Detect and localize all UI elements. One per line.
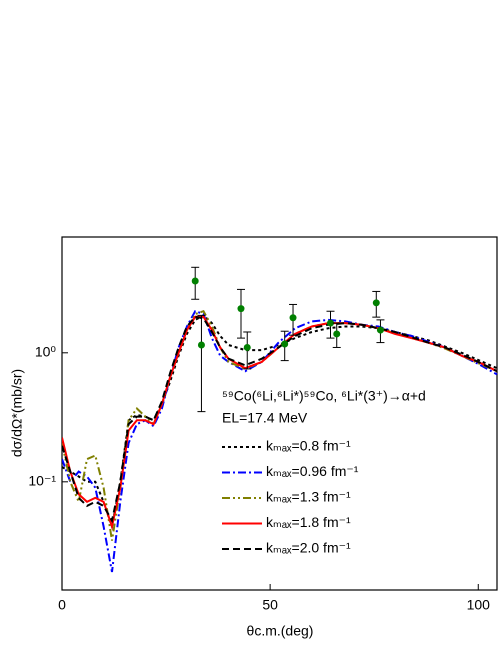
y-axis-label: dσ/dΩ*(mb/sr) <box>9 369 25 457</box>
data-point <box>376 326 384 334</box>
legend-label: kₘₐₓ=1.8 fm⁻¹ <box>266 514 351 530</box>
plot-frame <box>61 236 498 591</box>
data-point <box>243 343 251 351</box>
annotation: ⁵⁹Co(⁶Li,⁶Li*)⁵⁹Co, ⁶Li*(3⁺)→α+d <box>222 388 426 404</box>
y-tick-label: 10⁻¹ <box>28 473 56 489</box>
x-tick-label: 100 <box>467 597 491 613</box>
legend-label: kₘₐₓ=1.3 fm⁻¹ <box>266 489 351 505</box>
x-tick-label: 0 <box>58 597 66 613</box>
curves <box>62 309 498 573</box>
data-point <box>191 277 199 285</box>
x-tick-label: 50 <box>262 597 278 613</box>
data-point <box>289 314 297 322</box>
data-point <box>197 341 205 349</box>
data-point <box>281 340 289 348</box>
legend-label: kₘₐₓ=0.8 fm⁻¹ <box>266 438 351 454</box>
y-tick-label: 10⁰ <box>35 344 57 360</box>
legend-label: kₘₐₓ=0.96 fm⁻¹ <box>266 463 359 479</box>
data-point <box>326 319 334 327</box>
series-line <box>62 315 498 524</box>
data-point <box>372 299 380 307</box>
data-point <box>333 330 341 338</box>
data-point <box>237 305 245 313</box>
annotation: EL=17.4 MeV <box>222 410 308 426</box>
x-axis-label: θc.m.(deg) <box>247 623 314 639</box>
legend-label: kₘₐₓ=2.0 fm⁻¹ <box>266 540 351 556</box>
